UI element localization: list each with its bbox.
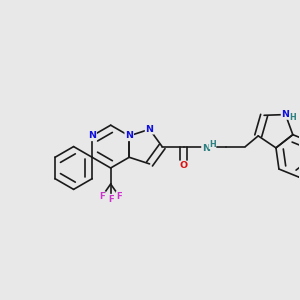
Text: N: N [88, 131, 96, 140]
Text: H: H [209, 140, 216, 149]
Text: N: N [125, 131, 133, 140]
Text: F: F [108, 194, 113, 203]
Text: N: N [202, 144, 210, 153]
Text: H: H [290, 113, 296, 122]
Text: O: O [179, 161, 188, 170]
Text: F: F [99, 192, 105, 201]
Text: N: N [281, 110, 290, 119]
Text: N: N [146, 125, 154, 134]
Text: F: F [116, 192, 122, 201]
